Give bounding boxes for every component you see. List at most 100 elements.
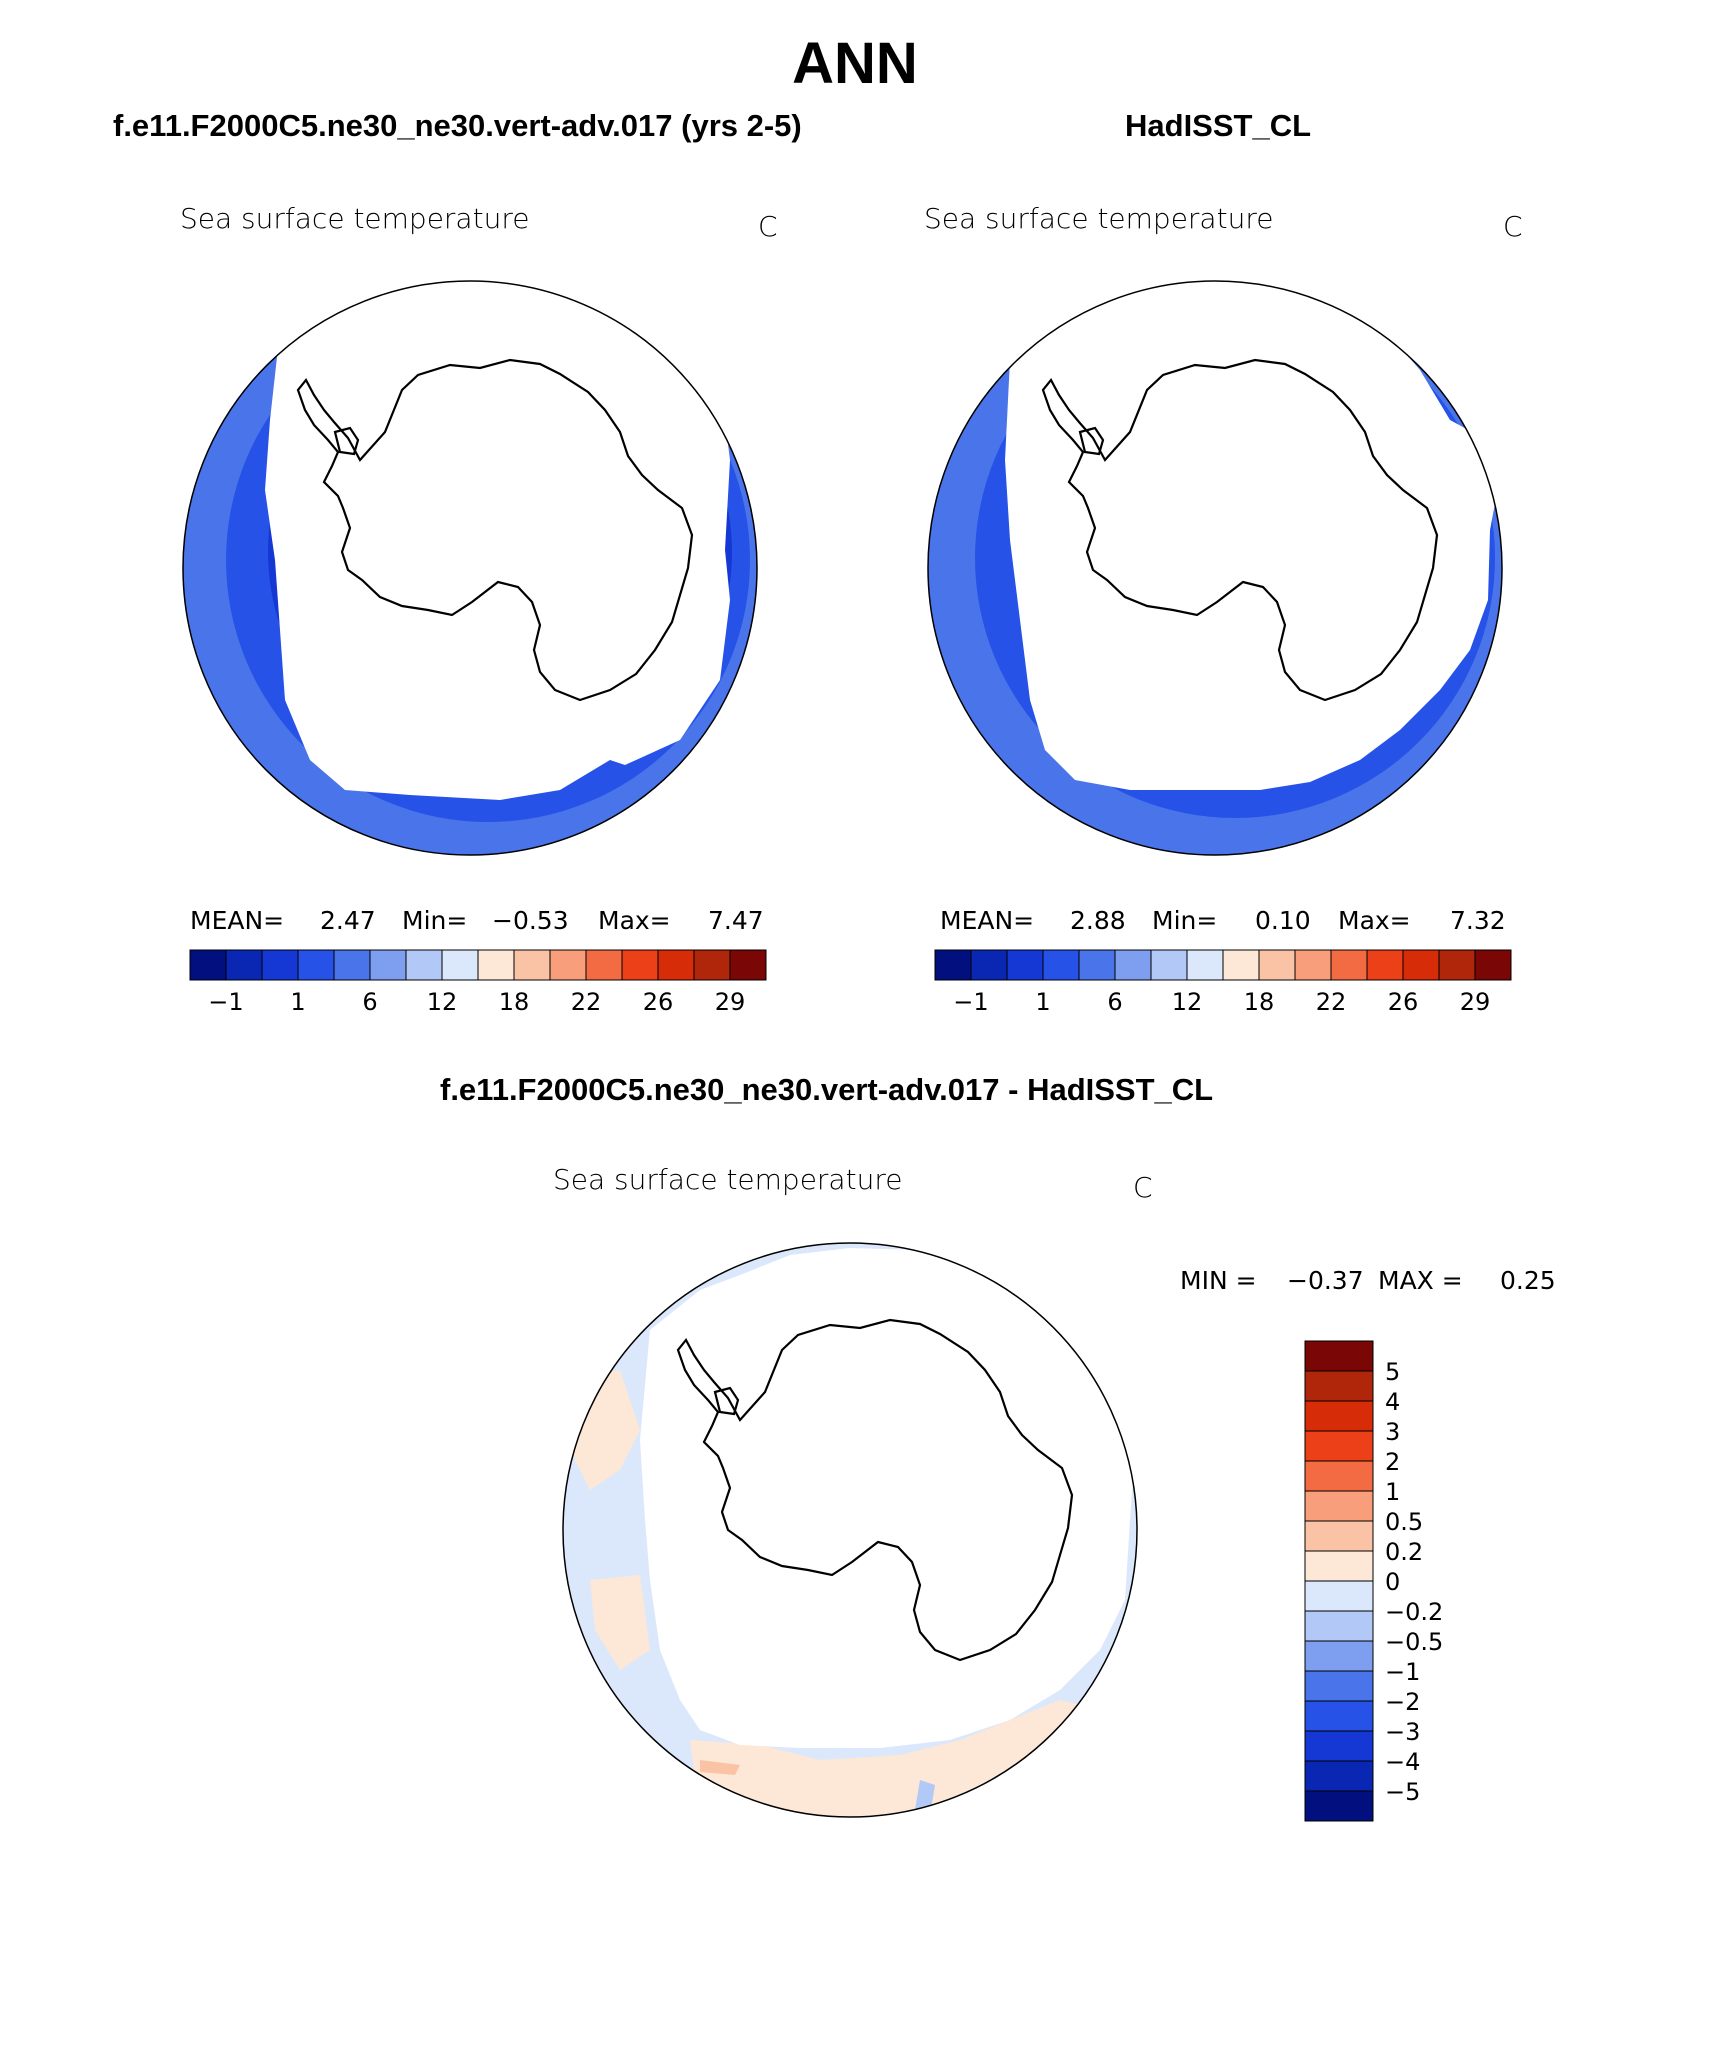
left-colorbar: −1 1 6 12 18 22 26 29	[189, 949, 767, 1016]
diff-colorbar-swatch	[1304, 1700, 1374, 1732]
left-min-label: Min=	[402, 906, 468, 935]
right-mean-value: 2.88	[1070, 906, 1126, 935]
right-colorbar-tick-label: 22	[1316, 988, 1347, 1016]
right-colorbar-swatch	[1186, 949, 1224, 981]
diff-colorbar-tick-label: 1	[1385, 1478, 1400, 1506]
right-colorbar-swatch	[1366, 949, 1404, 981]
right-case-title: HadISST_CL	[1125, 108, 1312, 143]
left-colorbar-swatch	[621, 949, 659, 981]
left-case-title: f.e11.F2000C5.ne30_ne30.vert-adv.017 (yr…	[113, 108, 802, 143]
diff-max-value: 0.25	[1500, 1266, 1556, 1295]
left-colorbar-swatch	[693, 949, 731, 981]
diff-colorbar-tick-label: 2	[1385, 1448, 1400, 1476]
left-sea-ice-mask	[265, 281, 730, 800]
diff-warm-patch-southeast	[700, 1760, 740, 1775]
diff-colorbar-tick-label: 4	[1385, 1388, 1400, 1416]
diff-colorbar-tick-label: −2	[1385, 1688, 1420, 1716]
right-max-value: 7.32	[1450, 906, 1506, 935]
diff-colorbar-swatch	[1304, 1610, 1374, 1642]
diff-sea-ice-mask	[640, 1248, 1135, 1748]
right-colorbar-tick-label: −1	[953, 988, 988, 1016]
diff-warm-patch-southwest	[590, 1575, 650, 1670]
left-colorbar-tick-label: 1	[290, 988, 305, 1016]
diff-colorbar-swatch	[1304, 1520, 1374, 1552]
left-colorbar-tick-label: 6	[362, 988, 377, 1016]
diff-units-label: C	[1133, 1171, 1153, 1204]
diff-colorbar-tick-label: −5	[1385, 1778, 1420, 1806]
right-colorbar-tick-label: 1	[1035, 988, 1050, 1016]
diff-colorbar-swatch	[1304, 1550, 1374, 1582]
diff-colorbar-swatch	[1304, 1430, 1374, 1462]
right-colorbar-swatch	[1438, 949, 1476, 981]
diff-colorbar-tick-label: −1	[1385, 1658, 1420, 1686]
left-colorbar-swatch	[189, 949, 227, 981]
right-sea-ice-mask	[1005, 281, 1502, 790]
diff-variable-label: Sea surface temperature	[553, 1163, 903, 1196]
right-colorbar-tick-label: 12	[1172, 988, 1203, 1016]
left-colorbar-tick-label: 26	[643, 988, 674, 1016]
right-colorbar-swatch	[1222, 949, 1260, 981]
diff-colorbar-swatch	[1304, 1790, 1374, 1822]
left-colorbar-swatch	[369, 949, 407, 981]
diff-colorbar-tick-label: −0.5	[1385, 1628, 1443, 1656]
diff-colorbar-swatch	[1304, 1370, 1374, 1402]
diff-colorbar-tick-label: 0	[1385, 1568, 1400, 1596]
diff-colorbar-swatch	[1304, 1490, 1374, 1522]
diff-max-label: MAX =	[1378, 1266, 1463, 1295]
right-colorbar-swatch	[1294, 949, 1332, 981]
diff-colorbar-tick-label: 5	[1385, 1358, 1400, 1386]
left-variable-label: Sea surface temperature	[180, 202, 530, 235]
right-colorbar-swatch	[1474, 949, 1512, 981]
diff-map-border	[562, 1242, 1138, 1818]
left-mean-label: MEAN=	[190, 906, 285, 935]
diff-colorbar-tick-label: −3	[1385, 1718, 1420, 1746]
left-colorbar-swatch	[585, 949, 623, 981]
left-min-value: −0.53	[492, 906, 569, 935]
right-variable-label: Sea surface temperature	[924, 202, 1274, 235]
right-colorbar-swatch	[1150, 949, 1188, 981]
diff-colorbar-tick-label: −4	[1385, 1748, 1420, 1776]
main-title: ANN	[792, 31, 918, 96]
diff-colorbar-swatch	[1304, 1340, 1374, 1372]
right-colorbar-swatch	[1402, 949, 1440, 981]
right-map-border	[927, 280, 1503, 856]
right-min-value: 0.10	[1255, 906, 1311, 935]
diff-colorbar-swatch	[1304, 1400, 1374, 1432]
left-colorbar-swatch	[729, 949, 767, 981]
right-max-label: Max=	[1338, 906, 1411, 935]
left-units-label: C	[758, 210, 778, 243]
right-colorbar-tick-label: 18	[1244, 988, 1275, 1016]
right-colorbar: −1 1 6 12 18 22 26 29	[934, 949, 1512, 1016]
right-colorbar-tick-label: 29	[1460, 988, 1491, 1016]
right-colorbar-tick-label: 26	[1388, 988, 1419, 1016]
right-colorbar-swatch	[1114, 949, 1152, 981]
diff-case-title: f.e11.F2000C5.ne30_ne30.vert-adv.017 - H…	[440, 1072, 1214, 1107]
right-units-label: C	[1503, 210, 1523, 243]
diff-min-value: −0.37	[1287, 1266, 1364, 1295]
left-colorbar-tick-label: 22	[571, 988, 602, 1016]
diff-colorbar-tick-label: −0.2	[1385, 1598, 1443, 1626]
right-colorbar-swatch	[970, 949, 1008, 981]
left-mean-value: 2.47	[320, 906, 376, 935]
right-colorbar-swatch	[1078, 949, 1116, 981]
diff-colorbar-tick-label: 3	[1385, 1418, 1400, 1446]
diff-colorbar-tick-label: 0.2	[1385, 1538, 1423, 1566]
left-max-label: Max=	[598, 906, 671, 935]
left-colorbar-swatch	[261, 949, 299, 981]
diff-colorbar-swatch	[1304, 1670, 1374, 1702]
left-colorbar-swatch	[297, 949, 335, 981]
diff-colorbar-tick-label: 0.5	[1385, 1508, 1423, 1536]
diff-colorbar-swatch	[1304, 1640, 1374, 1672]
diff-colorbar-swatch	[1304, 1730, 1374, 1762]
left-colorbar-tick-label: −1	[208, 988, 243, 1016]
diff-colorbar-swatch	[1304, 1760, 1374, 1792]
left-colorbar-tick-label: 18	[499, 988, 530, 1016]
left-map-border	[182, 280, 758, 856]
right-colorbar-tick-label: 6	[1107, 988, 1122, 1016]
diff-colorbar-swatch	[1304, 1580, 1374, 1612]
left-colorbar-tick-label: 29	[715, 988, 746, 1016]
